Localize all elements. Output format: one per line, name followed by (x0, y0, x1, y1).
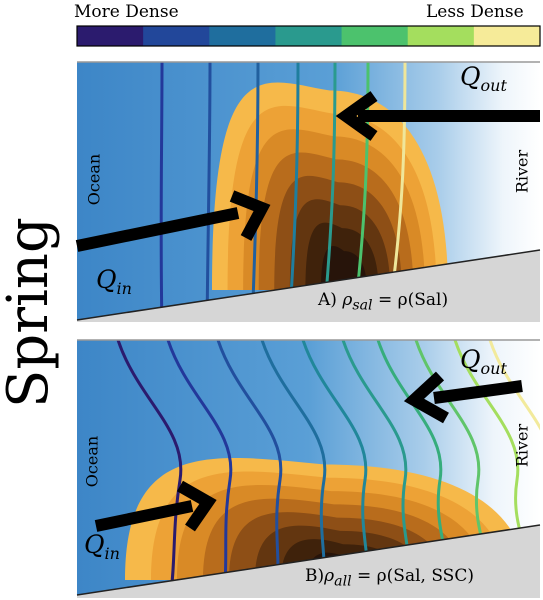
colorbar-segment (77, 26, 144, 46)
panel-b-q-out-arrow (403, 371, 523, 424)
panel-b-q-in-label: Qin (84, 530, 120, 563)
isopycnal-line (166, 340, 233, 595)
isopycnal-line (205, 62, 212, 320)
colorbar-segment (143, 26, 210, 46)
colorbar-label-more-dense: More Dense (74, 2, 179, 22)
panel-a-river-label: River (512, 149, 532, 194)
panel-a-bed-line (76, 249, 541, 321)
panel-a (75, 61, 541, 322)
panel-a-q-out-label: Qout (460, 62, 507, 95)
colorbar-segment (275, 26, 343, 46)
isopycnal-line (250, 62, 260, 320)
isopycnal-line (116, 340, 183, 595)
season-label: Spring (0, 217, 61, 408)
colorbar-segment (341, 26, 409, 46)
panel-b-q-out-label: Qout (460, 345, 507, 378)
density-colorbar (76, 25, 541, 47)
panel-a-ocean-label: Ocean (84, 153, 104, 206)
panel-a-q-out-arrow (335, 91, 540, 141)
panel-b (76, 339, 541, 598)
isopycnal-line (159, 62, 164, 320)
panel-a-turbidity-plume (212, 82, 448, 290)
panel-a-q-in-arrow (75, 190, 271, 252)
isopycnal-line (216, 340, 283, 595)
panel-b-river-label: River (512, 423, 532, 468)
panel-b-ocean-label: Ocean (82, 435, 102, 488)
panel-a-q-in-label: Qin (96, 265, 132, 298)
colorbar-frame (76, 25, 541, 47)
panel-a-equation: A) ρsal = ρ(Sal) (318, 290, 449, 314)
panel-b-bed-line (76, 524, 541, 596)
panel-b-q-in-arrow (94, 480, 217, 532)
colorbar-segment (209, 26, 276, 46)
colorbar-segment (407, 26, 475, 46)
panel-b-equation: B)ρall = ρ(Sal, SSC) (305, 566, 474, 590)
colorbar-label-less-dense: Less Dense (426, 2, 524, 22)
colorbar-segment (473, 26, 541, 46)
